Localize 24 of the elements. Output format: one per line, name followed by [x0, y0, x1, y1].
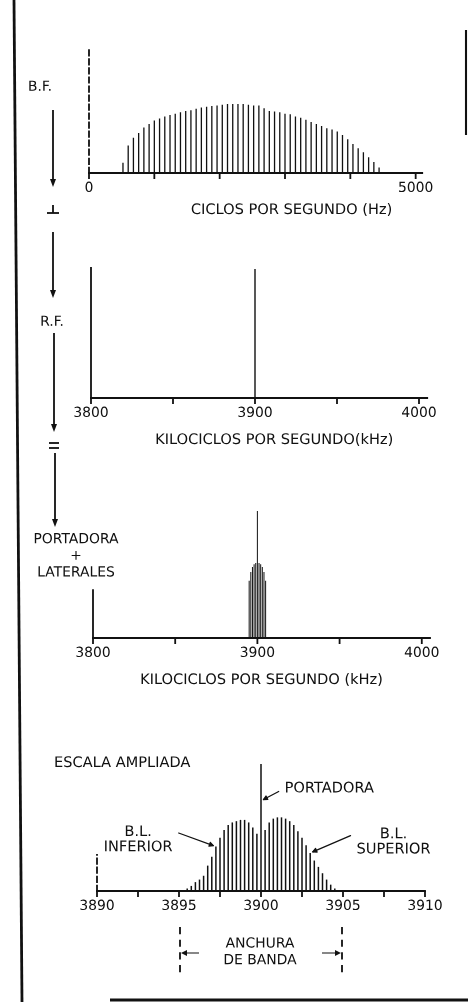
- x-tick-label: 5000: [399, 181, 433, 193]
- annotation: PORTADORA: [286, 781, 374, 793]
- x-tick-label: 4000: [402, 406, 436, 418]
- annotation: B.L. INFERIOR: [105, 825, 173, 852]
- x-tick-label: 3910: [408, 899, 442, 911]
- x-tick-label: 3800: [76, 646, 110, 658]
- x-tick-label: 0: [85, 181, 93, 193]
- x-axis-title: CICLOS POR SEGUNDO (Hz): [191, 203, 392, 216]
- x-tick-label: 3900: [240, 646, 275, 658]
- x-tick-label: 4000: [404, 646, 439, 658]
- x-axis-title: KILOCICLOS POR SEGUNDO(kHz): [156, 432, 393, 446]
- chart-title: ESCALA AMPLIADA: [55, 756, 191, 768]
- text: B.F.: [29, 80, 51, 91]
- x-tick-label: 3900: [244, 899, 278, 911]
- annotation: B.L. SUPERIOR: [357, 827, 431, 854]
- x-tick-label: 3890: [80, 899, 114, 911]
- x-tick-label: 3905: [326, 899, 360, 911]
- x-axis-title: KILOCICLOS POR SEGUNDO (kHz): [141, 673, 382, 686]
- text: R.F.: [41, 315, 63, 326]
- x-tick-label: 3895: [162, 899, 196, 911]
- text: ANCHURA DE BANDA: [224, 937, 297, 965]
- x-tick-label: 3800: [74, 406, 108, 418]
- annotation: PORTADORA + LATERALES: [34, 532, 119, 577]
- x-tick-label: 3900: [238, 406, 272, 418]
